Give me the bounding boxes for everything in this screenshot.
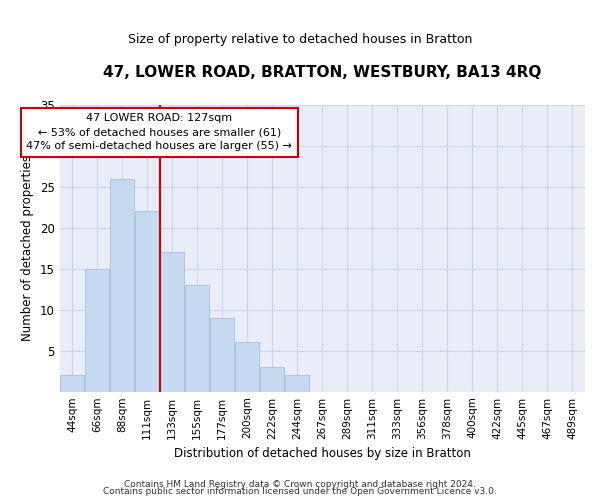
Text: Size of property relative to detached houses in Bratton: Size of property relative to detached ho…	[128, 32, 472, 46]
Bar	[235, 342, 259, 392]
Bar	[185, 285, 209, 392]
Text: Contains HM Land Registry data © Crown copyright and database right 2024.: Contains HM Land Registry data © Crown c…	[124, 480, 476, 489]
Title: 47, LOWER ROAD, BRATTON, WESTBURY, BA13 4RQ: 47, LOWER ROAD, BRATTON, WESTBURY, BA13 …	[103, 65, 541, 80]
Text: Contains public sector information licensed under the Open Government Licence v3: Contains public sector information licen…	[103, 487, 497, 496]
Bar	[211, 318, 234, 392]
Y-axis label: Number of detached properties: Number of detached properties	[21, 155, 34, 341]
Bar	[135, 212, 159, 392]
Text: 47 LOWER ROAD: 127sqm
← 53% of detached houses are smaller (61)
47% of semi-deta: 47 LOWER ROAD: 127sqm ← 53% of detached …	[26, 114, 292, 152]
Bar	[260, 367, 284, 392]
Bar	[85, 268, 109, 392]
X-axis label: Distribution of detached houses by size in Bratton: Distribution of detached houses by size …	[174, 447, 471, 460]
Bar	[110, 178, 134, 392]
Bar	[160, 252, 184, 392]
Bar	[286, 376, 309, 392]
Bar	[60, 376, 84, 392]
